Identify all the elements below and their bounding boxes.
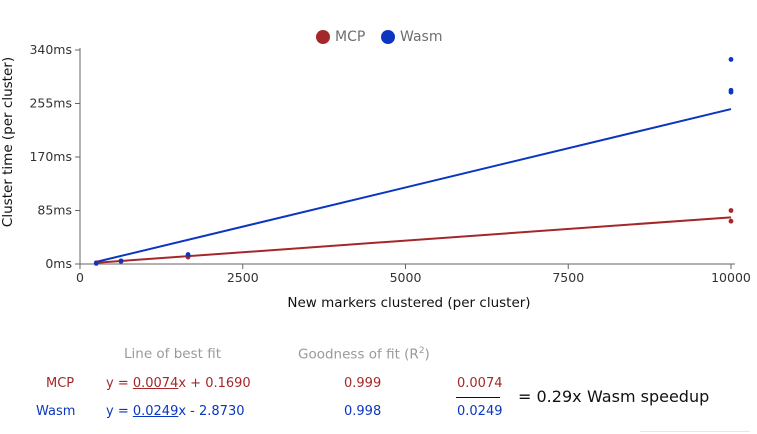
x-tick-label: 5000 [390,270,422,285]
ratio-denominator: 0.0249 [457,404,503,419]
row-label-mcp: MCP [46,376,75,391]
data-point-mcp [728,218,734,224]
legend-swatch-mcp [316,30,330,44]
ratio-result: = 0.29x [518,387,582,406]
legend-label-mcp: MCP [335,29,365,45]
r2-wasm: 0.998 [344,404,382,419]
row-label-wasm: Wasm [36,404,76,419]
ratio-caption: Wasm speedup [587,387,710,406]
equation-mcp-prefix: y = [106,376,133,391]
x-tick-label: 2500 [227,270,259,285]
ratio-divider [456,397,500,398]
equation-mcp-slope: 0.0074 [132,376,179,391]
equation-mcp: y = 0.0074x + 0.1690 [106,376,251,391]
scatter-chart: MCP Wasm 0 2500 5000 7500 10000 0ms 85ms 170ms 2… [0,29,751,311]
x-tick-label: 0 [76,270,84,285]
y-tick-label: 340ms [29,42,72,57]
y-tick-label: 255ms [29,96,72,111]
data-point-wasm [93,260,99,266]
legend: MCP Wasm [316,29,442,45]
y-tick-label: 85ms [37,203,72,218]
y-tick-label: 170ms [29,149,72,164]
data-point-wasm [118,258,124,264]
data-point-wasm [185,252,191,257]
header-goodness-sup: 2 [418,346,425,356]
data-point-mcp [728,208,734,213]
legend-swatch-wasm [381,30,395,44]
header-goodness-close: ) [424,346,430,363]
header-goodness-text: Goodness of fit (R [298,346,419,363]
equation-wasm: y = 0.0249x - 2.8730 [106,404,245,419]
x-tick-label: 10000 [711,270,751,285]
r2-mcp: 0.999 [344,376,382,391]
y-axis-title: Cluster time (per cluster) [0,57,16,227]
header-goodness-of-fit: Goodness of fit (R2) [298,346,430,363]
fit-line-mcp [96,216,732,264]
ratio-numerator: 0.0074 [457,376,503,391]
equation-mcp-suffix: x + 0.1690 [178,376,251,391]
header-line-of-best-fit: Line of best fit [124,346,222,362]
equation-wasm-prefix: y = [106,404,133,419]
y-tick-label: 0ms [45,256,72,271]
fit-line-wasm [96,108,732,263]
x-tick-label: 7500 [552,270,584,285]
x-axis-title: New markers clustered (per cluster) [287,295,530,311]
equation-wasm-suffix: x - 2.8730 [178,404,245,419]
legend-label-wasm: Wasm [400,29,442,45]
equation-wasm-slope: 0.0249 [132,404,179,419]
data-point-wasm [728,57,734,62]
data-point-wasm [728,87,734,93]
